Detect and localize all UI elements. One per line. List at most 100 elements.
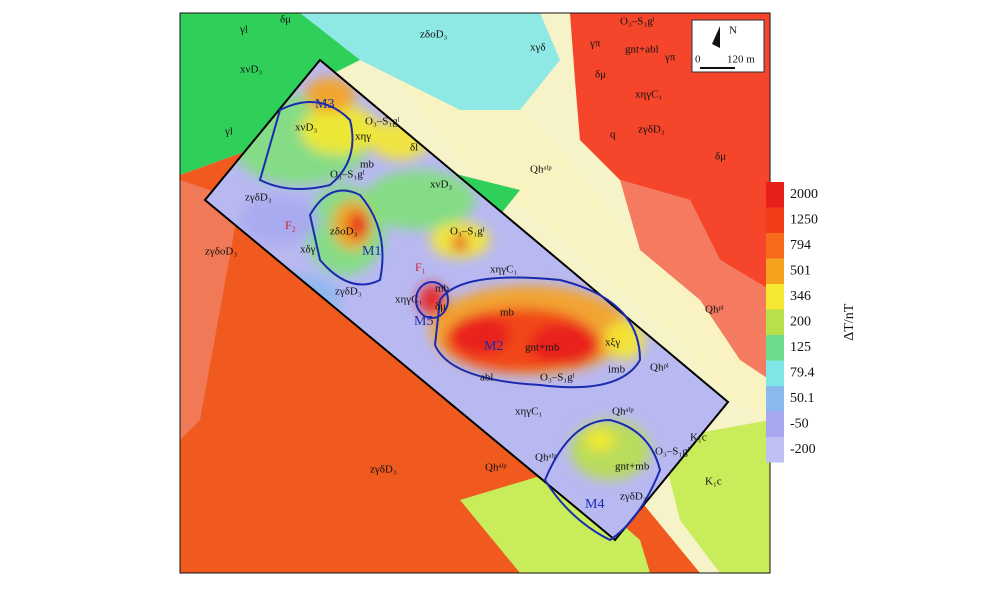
scale-box	[691, 19, 765, 73]
anomaly-blobs	[230, 77, 650, 480]
unit-label: xνD₃	[240, 64, 262, 76]
legend-swatch	[766, 207, 784, 233]
unit-label: Qhᵃˡᵖ	[612, 406, 634, 418]
unit-label: δμ	[595, 69, 606, 81]
unit-label: δl	[410, 142, 418, 154]
unit-label: γl	[224, 126, 233, 138]
legend-swatch	[766, 360, 784, 386]
fault-label: F₂	[285, 218, 296, 232]
unit-label: O₃–S₁gˡ	[365, 116, 400, 128]
legend-swatch	[766, 233, 784, 259]
zone-label: M4	[585, 497, 604, 512]
unit-label: zδoD₃	[420, 29, 448, 41]
legend-swatch	[766, 309, 784, 335]
unit-label: mb	[360, 159, 375, 171]
legend-label: 2000	[790, 187, 818, 202]
unit-label: zγδD₃	[370, 464, 397, 476]
legend-swatch	[766, 386, 784, 412]
legend-label: 1250	[790, 212, 818, 227]
zone-m3-outline	[258, 101, 354, 190]
unit-label: abl	[480, 372, 493, 384]
anomaly-blob	[452, 235, 468, 251]
zone-m5-outline	[415, 281, 449, 319]
legend-swatch	[766, 258, 784, 284]
unit-label: xγδ	[530, 42, 546, 54]
unit-label: xηγC₁	[395, 294, 422, 306]
unit-green	[180, 13, 360, 175]
unit-label: gnt+mb	[615, 461, 650, 473]
zone-m1-outline	[308, 189, 384, 286]
zone-outlines	[258, 101, 662, 542]
unit-label: xνD₃	[295, 122, 317, 134]
unit-label: xηγC₁	[635, 89, 662, 101]
legend-label: 79.4	[790, 365, 815, 380]
unit-label: K₁c	[705, 476, 722, 488]
unit-label: xηγC₁	[490, 264, 517, 276]
fault-label: F₁	[415, 260, 426, 274]
unit-label: γl	[239, 24, 248, 36]
unit-k1c	[660, 420, 770, 573]
unit-label: Qhᵃˡᵖ	[485, 462, 507, 474]
unit-label: zδoD₃	[330, 226, 358, 238]
unit-label: O₃–S₁gˡ	[450, 226, 485, 238]
unit-label: δμ	[435, 301, 446, 313]
legend-swatch	[766, 437, 784, 463]
unit-label: O₃–S₁gˡ	[620, 16, 655, 28]
legend-label: 200	[790, 314, 811, 329]
north-arrow	[712, 26, 720, 48]
unit-label: K₁c	[690, 432, 707, 444]
unit-label: zγδD₃	[638, 124, 665, 136]
legend-label: 125	[790, 340, 811, 355]
legend-swatch	[766, 411, 784, 437]
zone-label: M1	[362, 244, 381, 259]
anomaly-blob	[365, 170, 475, 230]
zone-label: M2	[484, 339, 503, 354]
unit-label: mb	[435, 283, 450, 295]
unit-red	[570, 13, 770, 290]
legend-label: 50.1	[790, 391, 815, 406]
legend-swatch	[766, 335, 784, 361]
zone-m4-outline	[543, 418, 662, 542]
unit-label: zγδD₃	[335, 286, 362, 298]
unit-label: Qhᵖˡ	[650, 362, 669, 374]
anomaly-blob	[450, 315, 510, 355]
zone-m2-outline	[433, 276, 642, 389]
anomaly-blob	[300, 105, 380, 155]
anomaly-blob	[348, 211, 368, 239]
survey-outline	[203, 58, 730, 542]
river	[400, 80, 770, 420]
scale-start: 0	[695, 54, 701, 66]
unit-label: xηγ	[355, 131, 371, 143]
unit-label: xνD₃	[430, 179, 452, 191]
legend-label: 346	[790, 289, 811, 304]
zone-label: M3	[315, 97, 334, 112]
anomaly-blob	[530, 323, 600, 367]
unit-cyan	[300, 13, 560, 110]
unit-label: gnt+mb	[525, 342, 560, 354]
unit-label: zγδoD₃	[205, 246, 237, 258]
unit-label: δμ	[280, 14, 291, 26]
anomaly-blob	[585, 428, 615, 452]
scale-end: 120 m	[727, 54, 755, 66]
unit-label: gnt+abl	[625, 44, 659, 56]
unit-label: mb	[500, 307, 515, 319]
anomaly-blob	[240, 195, 320, 245]
north-label: N	[729, 25, 737, 37]
unit-label: imb	[608, 364, 626, 376]
legend-label: 501	[790, 263, 811, 278]
unit-label: Qhᵖˡ	[705, 304, 724, 316]
legend-swatch	[766, 284, 784, 310]
anomaly-blob	[305, 77, 355, 113]
unit-label: xξγ	[605, 337, 620, 349]
unit-label: xδγ	[300, 244, 316, 256]
north-arrow-box	[691, 19, 765, 73]
unit-label: γπ	[664, 52, 676, 64]
unit-label: xηγC₁	[515, 406, 542, 418]
legend-label: -50	[790, 416, 809, 431]
legend-label: -200	[790, 442, 816, 457]
unit-label: Qhᵃˡᵖ	[535, 452, 557, 464]
unit-label: Qhᵃˡᵖ	[530, 164, 552, 176]
unit-salmon-left	[180, 180, 240, 440]
zone-label: M5	[414, 314, 433, 329]
